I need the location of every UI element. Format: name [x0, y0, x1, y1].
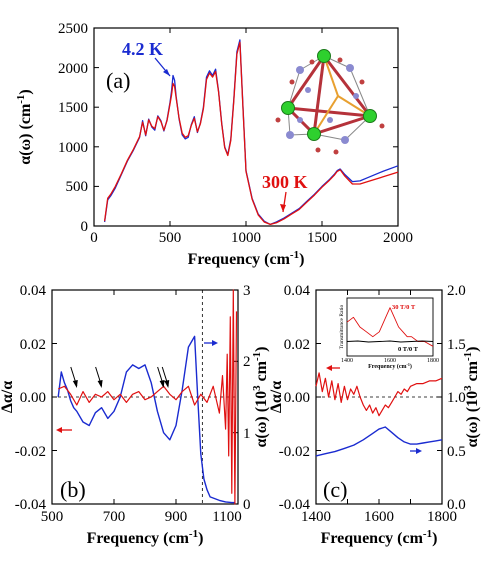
c-y-axis-left-label: Δα/α	[268, 381, 285, 413]
annotation-300k-arrowhead	[280, 204, 286, 212]
b-alpha-line	[57, 335, 235, 504]
a-xtick-label: 500	[159, 230, 182, 246]
b-feature-arrowhead	[159, 380, 165, 388]
inset-0t-line	[346, 340, 434, 343]
c-x-axis-label: Frequency (cm-1)	[321, 528, 438, 547]
b-xtick-label: 500	[41, 509, 64, 525]
panel-b-arrows	[70, 366, 170, 388]
b-feature-arrowhead	[164, 380, 170, 388]
panel-a: 0 500 1000 1500 2000 0 500 1000 1500 200…	[15, 21, 413, 268]
c-xtick-label: 1400	[301, 509, 331, 525]
c-alpha-line	[315, 426, 443, 457]
panel-c: 1400 1600 1800 -0.04 -0.02 0.00 0.02 0.0…	[268, 283, 481, 547]
annotation-4-2k-arrowhead	[163, 69, 170, 76]
a-ytick-label: 2500	[58, 21, 88, 37]
b-ytick-left-label: 0.00	[20, 390, 46, 406]
a-x-axis-label: Frequency (cm-1)	[188, 249, 305, 268]
b-ytick-left-label: 0.04	[20, 283, 47, 299]
panel-a-series	[103, 39, 399, 226]
a-ytick-label: 1500	[58, 100, 88, 116]
b-xtick-label: 900	[165, 509, 188, 525]
inset-y-label: Transmittance Ratio	[339, 304, 345, 349]
b-x-axis-label: Frequency (cm-1)	[87, 528, 204, 547]
b-xtick-label: 700	[103, 509, 126, 525]
c-ytick-right-label: 2.0	[447, 283, 466, 299]
b-ytick-left-label: -0.04	[15, 497, 47, 513]
b-ytick-right-label: 0	[243, 497, 251, 513]
a-y-axis-label: α(ω) (cm-1)	[15, 89, 34, 165]
panel-c-label: (c)	[323, 477, 347, 502]
inset-label-0t: 0 T/0 T	[398, 346, 419, 353]
inset-label-30t: 30 T/0 T	[392, 304, 416, 311]
c-y-axis-right-label: α(ω) (103 cm-1)	[462, 346, 481, 447]
inset-xtick-label: 1800	[427, 358, 439, 364]
c-xtick-label: 1800	[427, 509, 457, 525]
panel-a-ticks	[93, 27, 399, 227]
panel-c-inset: Transmittance Ratio 1400 1600 1800 Frequ…	[339, 297, 439, 370]
inset-xtick-label: 1600	[384, 358, 396, 364]
c-ytick-left-label: 0.04	[284, 283, 311, 299]
a-xtick-label: 0	[90, 230, 98, 246]
c-ytick-right-label: 1.5	[447, 337, 466, 353]
a-ytick-label: 2000	[58, 61, 88, 77]
b-y-axis-right-label: α(ω) (103 cm-1)	[251, 346, 270, 447]
b-left-axis-indicator	[56, 427, 72, 433]
panel-a-label: (a)	[106, 68, 130, 93]
c-ytick-left-label: 0.02	[284, 337, 310, 353]
a-ytick-label: 0	[81, 219, 89, 235]
series-300k-line	[103, 41, 399, 226]
c-delta-alpha-line	[315, 372, 443, 417]
c-ytick-left-label: -0.04	[279, 497, 311, 513]
b-ytick-left-label: 0.02	[20, 337, 46, 353]
c-ytick-right-label: 0.5	[447, 444, 466, 460]
a-ytick-label: 1000	[58, 140, 88, 156]
c-ytick-left-label: -0.02	[279, 444, 310, 460]
inset-x-label: Frequency (cm-1)	[368, 362, 412, 370]
annotation-300k: 300 K	[262, 172, 308, 192]
b-y-axis-left-label: Δα/α	[0, 381, 16, 413]
b-delta-alpha-line	[57, 289, 238, 505]
b-feature-arrowhead	[97, 380, 103, 388]
b-ytick-right-label: 3	[243, 283, 251, 299]
c-ytick-right-label: 1.0	[447, 390, 466, 406]
c-left-axis-indicator	[326, 365, 340, 371]
b-ytick-right-label: 2	[243, 354, 251, 370]
c-ytick-right-label: 0.0	[447, 497, 466, 513]
c-right-axis-indicator	[410, 448, 422, 454]
c-xtick-label: 1600	[364, 509, 394, 525]
inset-xtick-label: 1400	[341, 358, 353, 364]
inset-30t-line	[346, 307, 434, 347]
b-xtick-label: 1100	[212, 509, 241, 525]
panel-b-label: (b)	[60, 477, 86, 502]
b-feature-arrowhead	[72, 380, 78, 388]
inset-series	[346, 307, 434, 347]
a-ytick-label: 500	[66, 179, 89, 195]
molecule-structure-illustration	[275, 49, 385, 155]
b-right-axis-indicator	[204, 340, 218, 346]
a-xtick-label: 1500	[307, 230, 337, 246]
b-ytick-left-label: -0.02	[15, 444, 46, 460]
panel-c-ticks	[315, 289, 443, 505]
b-ytick-right-label: 1	[243, 426, 251, 442]
annotation-4-2k: 4.2 K	[122, 39, 163, 59]
c-ytick-left-label: 0.00	[284, 390, 310, 406]
panel-b-series	[57, 289, 238, 505]
a-xtick-label: 2000	[383, 230, 413, 246]
panel-c-series	[315, 372, 443, 457]
panel-b: 500 700 900 1100 -0.04 -0.02 0.00 0.02 0…	[0, 283, 270, 547]
a-xtick-label: 1000	[231, 230, 261, 246]
